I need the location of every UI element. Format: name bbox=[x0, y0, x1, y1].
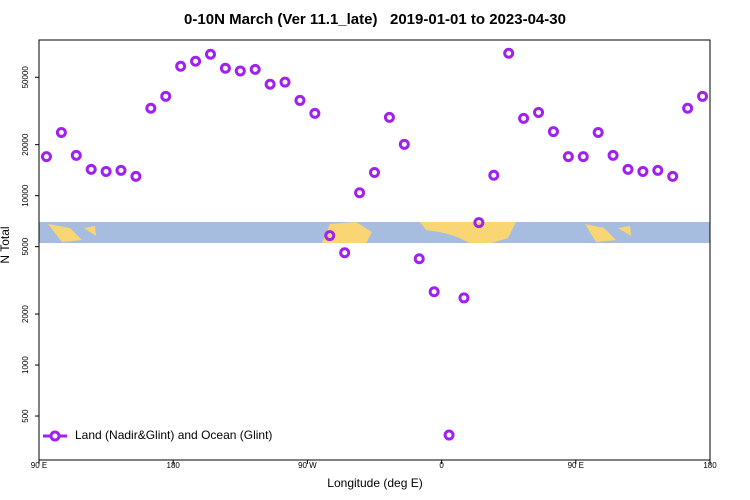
y-tick-label: 10000 bbox=[21, 184, 30, 207]
point bbox=[339, 247, 351, 259]
land bbox=[420, 222, 516, 243]
point bbox=[279, 76, 291, 88]
point bbox=[115, 164, 127, 176]
legend-label: Land (Nadir&Glint) and Ocean (Glint) bbox=[75, 428, 272, 442]
point bbox=[428, 286, 440, 298]
point bbox=[294, 94, 306, 106]
point bbox=[682, 102, 694, 114]
land bbox=[585, 224, 631, 242]
point bbox=[503, 47, 515, 59]
point bbox=[40, 151, 52, 163]
point bbox=[533, 106, 545, 118]
point bbox=[518, 112, 530, 124]
point bbox=[145, 102, 157, 114]
point bbox=[622, 163, 634, 175]
point bbox=[85, 163, 97, 175]
point bbox=[55, 127, 67, 139]
y-tick-label: 5000 bbox=[21, 237, 30, 255]
point bbox=[488, 169, 500, 181]
point bbox=[100, 165, 112, 177]
map-strip bbox=[39, 222, 710, 243]
point bbox=[592, 127, 604, 139]
y-tick-label: 20000 bbox=[21, 133, 30, 156]
x-axis-label: Longitude (deg E) bbox=[327, 476, 422, 490]
point bbox=[249, 63, 261, 75]
point bbox=[667, 170, 679, 182]
point bbox=[637, 165, 649, 177]
point bbox=[219, 62, 231, 74]
point bbox=[354, 187, 366, 199]
x-tick-label: 90 E bbox=[568, 461, 584, 470]
point bbox=[160, 90, 172, 102]
point bbox=[234, 65, 246, 77]
x-tick-label: 0 bbox=[439, 461, 444, 470]
point bbox=[369, 167, 380, 179]
point bbox=[190, 55, 202, 67]
chart-title: 0-10N March (Ver 11.1_late) 2019-01-01 t… bbox=[184, 11, 566, 28]
point bbox=[383, 111, 395, 123]
point bbox=[473, 217, 485, 229]
legend-marker bbox=[49, 430, 61, 442]
y-tick-label: 1000 bbox=[21, 356, 30, 374]
x-tick-label: 180 bbox=[703, 461, 717, 470]
land bbox=[48, 224, 96, 242]
ocean-band bbox=[39, 222, 710, 243]
point bbox=[413, 253, 425, 265]
y-tick-label: 2000 bbox=[21, 305, 30, 323]
point bbox=[652, 164, 664, 176]
point bbox=[443, 429, 455, 441]
point bbox=[264, 78, 276, 90]
x-tick-label: 180 bbox=[167, 461, 181, 470]
point bbox=[607, 149, 619, 161]
y-axis-label: N Total bbox=[0, 226, 12, 263]
x-tick-label: 90 E bbox=[31, 461, 47, 470]
point bbox=[204, 48, 216, 60]
point bbox=[547, 126, 559, 138]
point bbox=[398, 138, 410, 150]
point bbox=[324, 230, 336, 242]
point bbox=[130, 170, 142, 182]
plot-frame bbox=[38, 39, 711, 461]
point bbox=[309, 107, 321, 119]
point bbox=[577, 151, 589, 163]
y-tick-label: 50000 bbox=[21, 66, 30, 89]
point bbox=[175, 60, 187, 72]
point bbox=[70, 149, 82, 161]
x-tick-label: 90 W bbox=[298, 461, 317, 470]
point bbox=[562, 151, 574, 163]
point bbox=[458, 292, 470, 304]
point bbox=[697, 90, 709, 102]
y-tick-label: 500 bbox=[21, 409, 30, 423]
